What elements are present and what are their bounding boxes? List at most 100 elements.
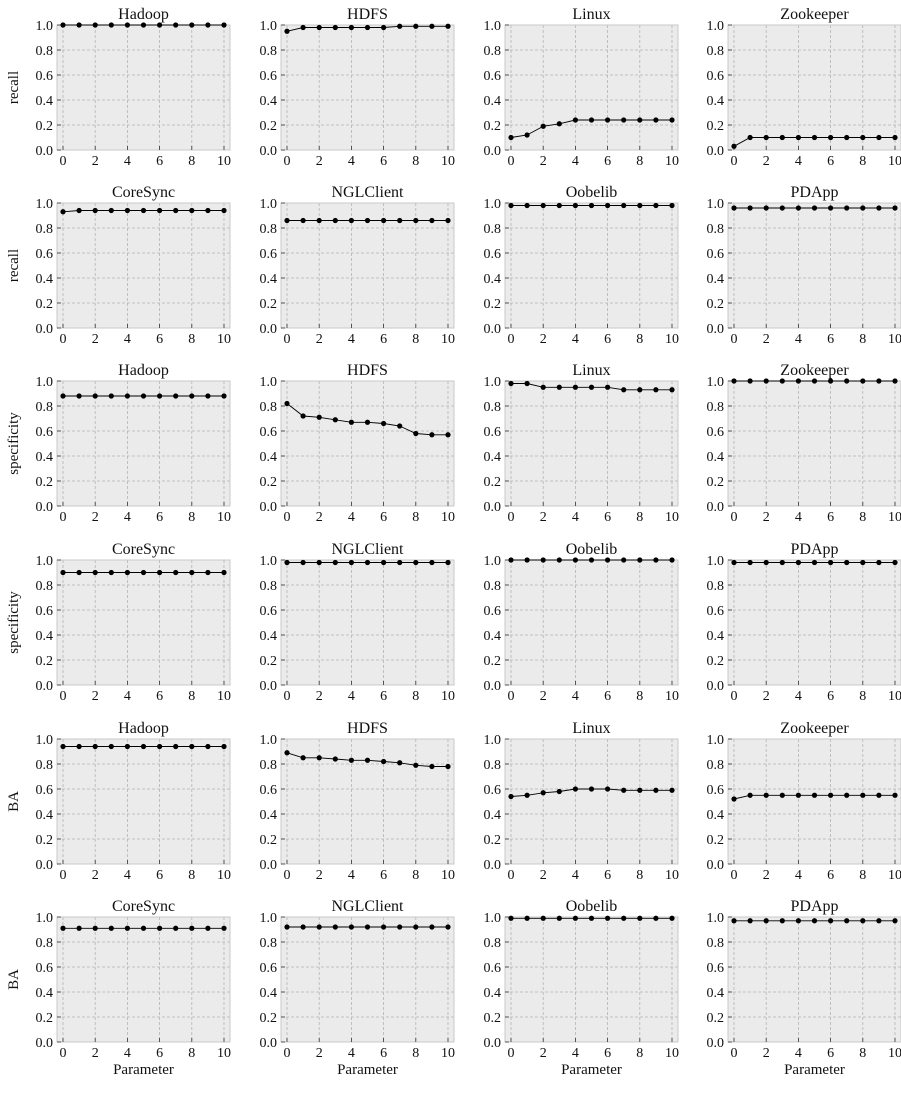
y-tick-label: 0.4: [484, 629, 502, 644]
x-tick-label: 0: [731, 689, 738, 704]
x-tick-label: 8: [636, 332, 643, 347]
data-point: [141, 208, 146, 213]
x-tick-label: 2: [763, 689, 770, 704]
data-point: [221, 393, 226, 398]
x-tick-label: 2: [316, 868, 323, 883]
data-point: [189, 926, 194, 931]
data-point: [141, 570, 146, 575]
y-tick-label: 0.8: [484, 222, 502, 237]
data-point: [60, 570, 65, 575]
y-tick-label: 0.8: [484, 758, 502, 773]
y-tick-label: 0.0: [707, 679, 725, 694]
y-tick-label: 0.2: [36, 1011, 54, 1026]
data-point: [637, 117, 642, 122]
y-tick-label: 0.6: [484, 425, 502, 440]
x-tick-label: 8: [859, 1046, 866, 1061]
y-tick-label: 0.0: [260, 322, 278, 337]
data-point: [125, 926, 130, 931]
subplot-title: Oobelib: [566, 541, 618, 558]
data-point: [541, 385, 546, 390]
x-tick-label: 2: [316, 689, 323, 704]
x-tick-label: 8: [412, 154, 419, 169]
data-point: [748, 918, 753, 923]
subplot-title: PDApp: [790, 184, 838, 201]
x-axis-label: Parameter: [337, 1062, 398, 1078]
data-point: [189, 570, 194, 575]
data-point: [748, 793, 753, 798]
data-point: [876, 205, 881, 210]
data-point: [876, 793, 881, 798]
plot-area: [505, 25, 678, 150]
data-point: [812, 205, 817, 210]
data-point: [573, 385, 578, 390]
data-point: [284, 560, 289, 565]
data-point: [589, 786, 594, 791]
x-tick-label: 6: [156, 154, 163, 169]
x-tick-label: 6: [827, 154, 834, 169]
y-tick-label: 0.8: [484, 579, 502, 594]
x-tick-label: 2: [763, 868, 770, 883]
y-tick-label: 0.2: [484, 119, 502, 134]
y-tick-label: 0.6: [484, 604, 502, 619]
plot-area: [728, 739, 901, 864]
y-tick-label: 0.8: [36, 936, 54, 951]
y-tick-label: 0.0: [260, 858, 278, 873]
x-tick-label: 8: [188, 154, 195, 169]
y-tick-label: 0.0: [484, 500, 502, 515]
x-tick-label: 4: [348, 868, 355, 883]
data-point: [397, 24, 402, 29]
x-tick-label: 10: [441, 154, 455, 169]
y-tick-label: 0.0: [484, 679, 502, 694]
x-tick-label: 4: [124, 689, 131, 704]
x-tick-label: 6: [380, 510, 387, 525]
x-tick-label: 10: [665, 154, 679, 169]
data-point: [541, 790, 546, 795]
x-axis-label: Parameter: [113, 1062, 174, 1078]
x-tick-label: 4: [572, 1046, 579, 1061]
x-tick-label: 6: [604, 154, 611, 169]
data-point: [573, 117, 578, 122]
data-point: [381, 218, 386, 223]
data-point: [844, 135, 849, 140]
data-point: [157, 926, 162, 931]
y-tick-label: 0.2: [484, 1011, 502, 1026]
data-point: [541, 203, 546, 208]
x-tick-label: 2: [763, 1046, 770, 1061]
y-tick-label: 0.2: [36, 475, 54, 490]
data-point: [860, 793, 865, 798]
y-tick-label: 0.6: [36, 961, 54, 976]
data-point: [764, 918, 769, 923]
data-point: [605, 786, 610, 791]
subplot-title: HDFS: [347, 720, 388, 737]
x-tick-label: 4: [124, 154, 131, 169]
x-tick-label: 8: [188, 332, 195, 347]
data-point: [508, 135, 513, 140]
data-point: [605, 203, 610, 208]
x-tick-label: 4: [572, 868, 579, 883]
x-tick-label: 0: [508, 1046, 515, 1061]
data-point: [669, 557, 674, 562]
plot-area: [505, 381, 678, 506]
x-tick-label: 0: [731, 1046, 738, 1061]
y-tick-label: 0.4: [36, 450, 54, 465]
plot-area: [728, 381, 901, 506]
x-tick-label: 6: [827, 868, 834, 883]
x-tick-label: 6: [604, 689, 611, 704]
data-point: [605, 916, 610, 921]
y-tick-label: 0.2: [260, 654, 278, 669]
y-tick-label: 0.2: [707, 475, 725, 490]
data-point: [381, 924, 386, 929]
data-point: [365, 420, 370, 425]
y-tick-label: 0.8: [36, 579, 54, 594]
y-tick-label: 0.2: [36, 833, 54, 848]
data-point: [284, 750, 289, 755]
data-point: [573, 203, 578, 208]
data-point: [876, 560, 881, 565]
data-point: [589, 916, 594, 921]
y-tick-label: 0.4: [260, 94, 278, 109]
x-tick-label: 10: [665, 332, 679, 347]
